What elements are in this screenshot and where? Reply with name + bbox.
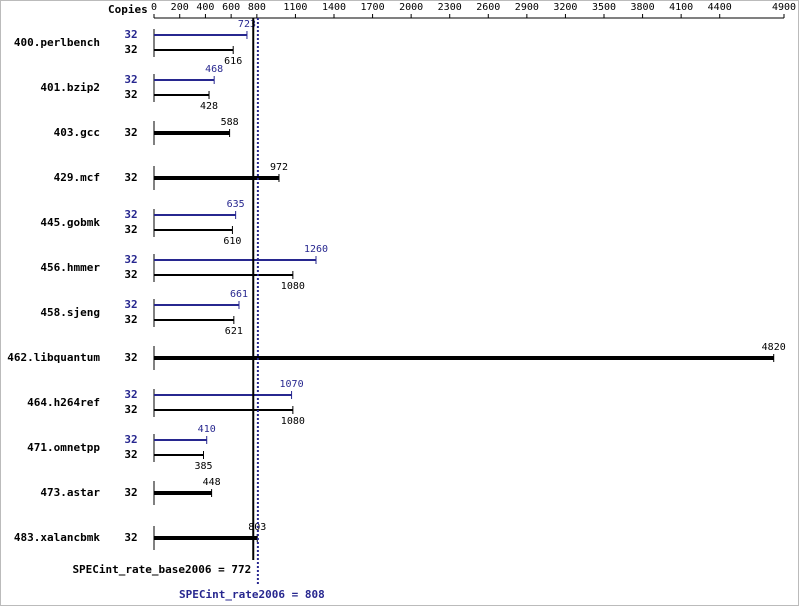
value-label: 661: [230, 289, 248, 300]
value-label: 635: [227, 199, 245, 210]
copies-label: 32: [124, 88, 137, 101]
value-label: 723: [238, 19, 256, 30]
value-label: 610: [223, 236, 241, 247]
x-tick-label: 1400: [322, 2, 346, 13]
copies-label: 32: [124, 73, 137, 86]
copies-label: 32: [124, 351, 137, 364]
x-tick-label: 1100: [283, 2, 307, 13]
x-tick-label: 4400: [708, 2, 732, 13]
value-label: 428: [200, 101, 218, 112]
copies-label: 32: [124, 253, 137, 266]
copies-label: 32: [124, 388, 137, 401]
value-label: 972: [270, 162, 288, 173]
x-tick-label: 3500: [592, 2, 616, 13]
benchmark-label: 458.sjeng: [40, 306, 100, 319]
copies-label: 32: [124, 313, 137, 326]
benchmark-label: 403.gcc: [54, 126, 100, 139]
reference-label: SPECint_rate2006 = 808: [179, 588, 325, 601]
benchmark-label: 400.perlbench: [14, 36, 100, 49]
x-tick-label: 2600: [476, 2, 500, 13]
copies-label: 32: [124, 223, 137, 236]
copies-label: 32: [124, 531, 137, 544]
x-tick-label: 3800: [631, 2, 655, 13]
value-label: 588: [221, 117, 239, 128]
copies-label: 32: [124, 433, 137, 446]
value-label: 4820: [762, 342, 786, 353]
copies-header: Copies: [108, 3, 148, 16]
copies-label: 32: [124, 126, 137, 139]
reference-label: SPECint_rate_base2006 = 772: [72, 563, 251, 576]
copies-label: 32: [124, 268, 137, 281]
copies-label: 32: [124, 28, 137, 41]
copies-label: 32: [124, 486, 137, 499]
value-label: 385: [194, 461, 212, 472]
x-tick-label: 3200: [553, 2, 577, 13]
benchmark-label: 483.xalancbmk: [14, 531, 100, 544]
benchmark-label: 429.mcf: [54, 171, 100, 184]
value-label: 621: [225, 326, 243, 337]
benchmark-label: 401.bzip2: [40, 81, 100, 94]
benchmark-label: 462.libquantum: [7, 351, 100, 364]
copies-label: 32: [124, 171, 137, 184]
value-label: 468: [205, 64, 223, 75]
x-tick-label: 200: [171, 2, 189, 13]
value-label: 1070: [280, 379, 304, 390]
x-tick-label: 2000: [399, 2, 423, 13]
benchmark-label: 456.hmmer: [40, 261, 100, 274]
benchmark-label: 473.astar: [40, 486, 100, 499]
x-tick-label: 2300: [438, 2, 462, 13]
copies-label: 32: [124, 448, 137, 461]
benchmark-label: 471.omnetpp: [27, 441, 100, 454]
copies-label: 32: [124, 298, 137, 311]
value-label: 1260: [304, 244, 328, 255]
x-tick-label: 4100: [669, 2, 693, 13]
x-tick-label: 0: [151, 2, 157, 13]
value-label: 448: [203, 477, 221, 488]
x-tick-label: 1700: [361, 2, 385, 13]
copies-label: 32: [124, 403, 137, 416]
value-label: 1080: [281, 416, 305, 427]
benchmark-label: 464.h264ref: [27, 396, 100, 409]
x-tick-label: 600: [222, 2, 240, 13]
value-label: 616: [224, 56, 242, 67]
copies-label: 32: [124, 43, 137, 56]
value-label: 1080: [281, 281, 305, 292]
copies-label: 32: [124, 208, 137, 221]
x-tick-label: 4900: [772, 2, 796, 13]
x-tick-label: 800: [248, 2, 266, 13]
value-label: 410: [198, 424, 216, 435]
x-tick-label: 400: [196, 2, 214, 13]
benchmark-label: 445.gobmk: [40, 216, 100, 229]
x-tick-label: 2900: [515, 2, 539, 13]
